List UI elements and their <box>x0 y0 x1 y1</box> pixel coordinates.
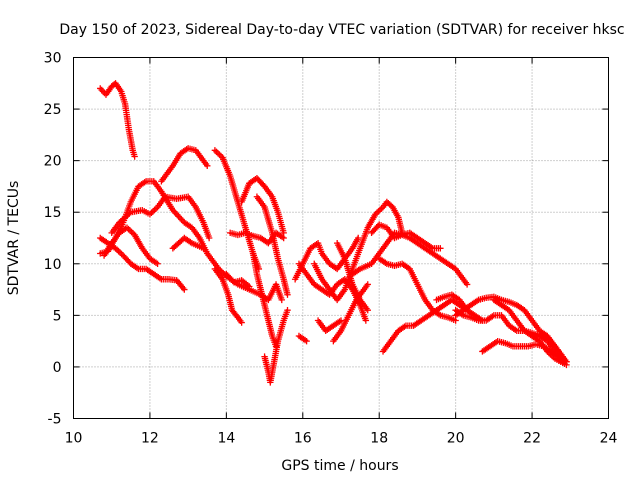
data-point <box>131 153 138 160</box>
data-point <box>181 286 188 293</box>
data-point <box>284 307 291 314</box>
series-track-3 <box>97 234 188 293</box>
series-track-15 <box>261 307 291 386</box>
data-point <box>362 317 370 324</box>
y-tick-label: 5 <box>53 308 62 324</box>
series-track-32 <box>528 330 570 365</box>
data-point <box>126 210 133 217</box>
data-point <box>246 283 253 290</box>
y-tick-label: -5 <box>48 412 62 428</box>
data-point <box>364 281 371 288</box>
chart-title: Day 150 of 2023, Sidereal Day-to-day VTE… <box>59 22 624 38</box>
series-track-9 <box>238 174 287 237</box>
x-tick-label: 14 <box>217 431 235 447</box>
y-tick-label: 25 <box>44 102 62 118</box>
data-point <box>437 245 444 252</box>
data-point <box>278 296 285 304</box>
x-tick-label: 10 <box>65 431 83 447</box>
data-point <box>303 337 310 345</box>
data-point <box>280 234 287 242</box>
series-track-25 <box>376 255 459 324</box>
y-tick-label: 20 <box>44 154 62 170</box>
x-tick-labels: 10 12 14 16 18 20 22 24 <box>65 431 618 447</box>
grid <box>73 57 609 419</box>
data-point <box>563 358 570 365</box>
plot-frame <box>73 57 609 419</box>
y-tick-labels: -5 0 5 10 15 20 25 30 <box>44 51 62 428</box>
series-track-1 <box>97 80 138 160</box>
data-marks <box>97 80 570 386</box>
y-tick-label: 0 <box>53 360 62 376</box>
data-point <box>284 291 291 298</box>
series-track-7 <box>158 145 211 185</box>
series-track-21 <box>314 317 345 335</box>
series-track-22 <box>330 281 371 345</box>
data-point <box>364 307 371 314</box>
axis-ticks <box>73 57 609 419</box>
data-point <box>354 234 362 242</box>
data-point <box>205 234 213 242</box>
x-tick-label: 24 <box>600 431 618 447</box>
series-track-24 <box>368 221 471 288</box>
x-tick-label: 22 <box>523 431 541 447</box>
x-tick-label: 20 <box>447 431 465 447</box>
series-track-11 <box>226 229 287 247</box>
data-point <box>200 245 207 252</box>
y-axis-label: SDTVAR / TECUs <box>6 181 22 296</box>
data-point <box>238 319 245 326</box>
data-point <box>463 281 471 288</box>
series-track-19 <box>333 239 371 314</box>
y-tick-label: 30 <box>44 51 62 67</box>
x-tick-label: 18 <box>370 431 388 447</box>
x-axis-label: GPS time / hours <box>281 458 398 474</box>
series-track-4 <box>100 224 161 267</box>
series-track-12 <box>211 265 245 326</box>
series-track-26 <box>379 296 471 355</box>
y-tick-label: 15 <box>44 205 62 221</box>
data-point <box>204 162 211 169</box>
series-track-18 <box>291 234 362 283</box>
series-track-6 <box>169 234 207 252</box>
x-tick-label: 16 <box>294 431 312 447</box>
data-point <box>154 260 161 267</box>
y-tick-label: 10 <box>44 257 62 273</box>
series-track-5 <box>108 193 213 242</box>
series-track-20 <box>295 332 310 345</box>
series-track-14 <box>249 250 280 350</box>
series-track-17 <box>311 198 406 304</box>
x-tick-label: 12 <box>141 431 159 447</box>
series-track-13 <box>223 270 253 290</box>
